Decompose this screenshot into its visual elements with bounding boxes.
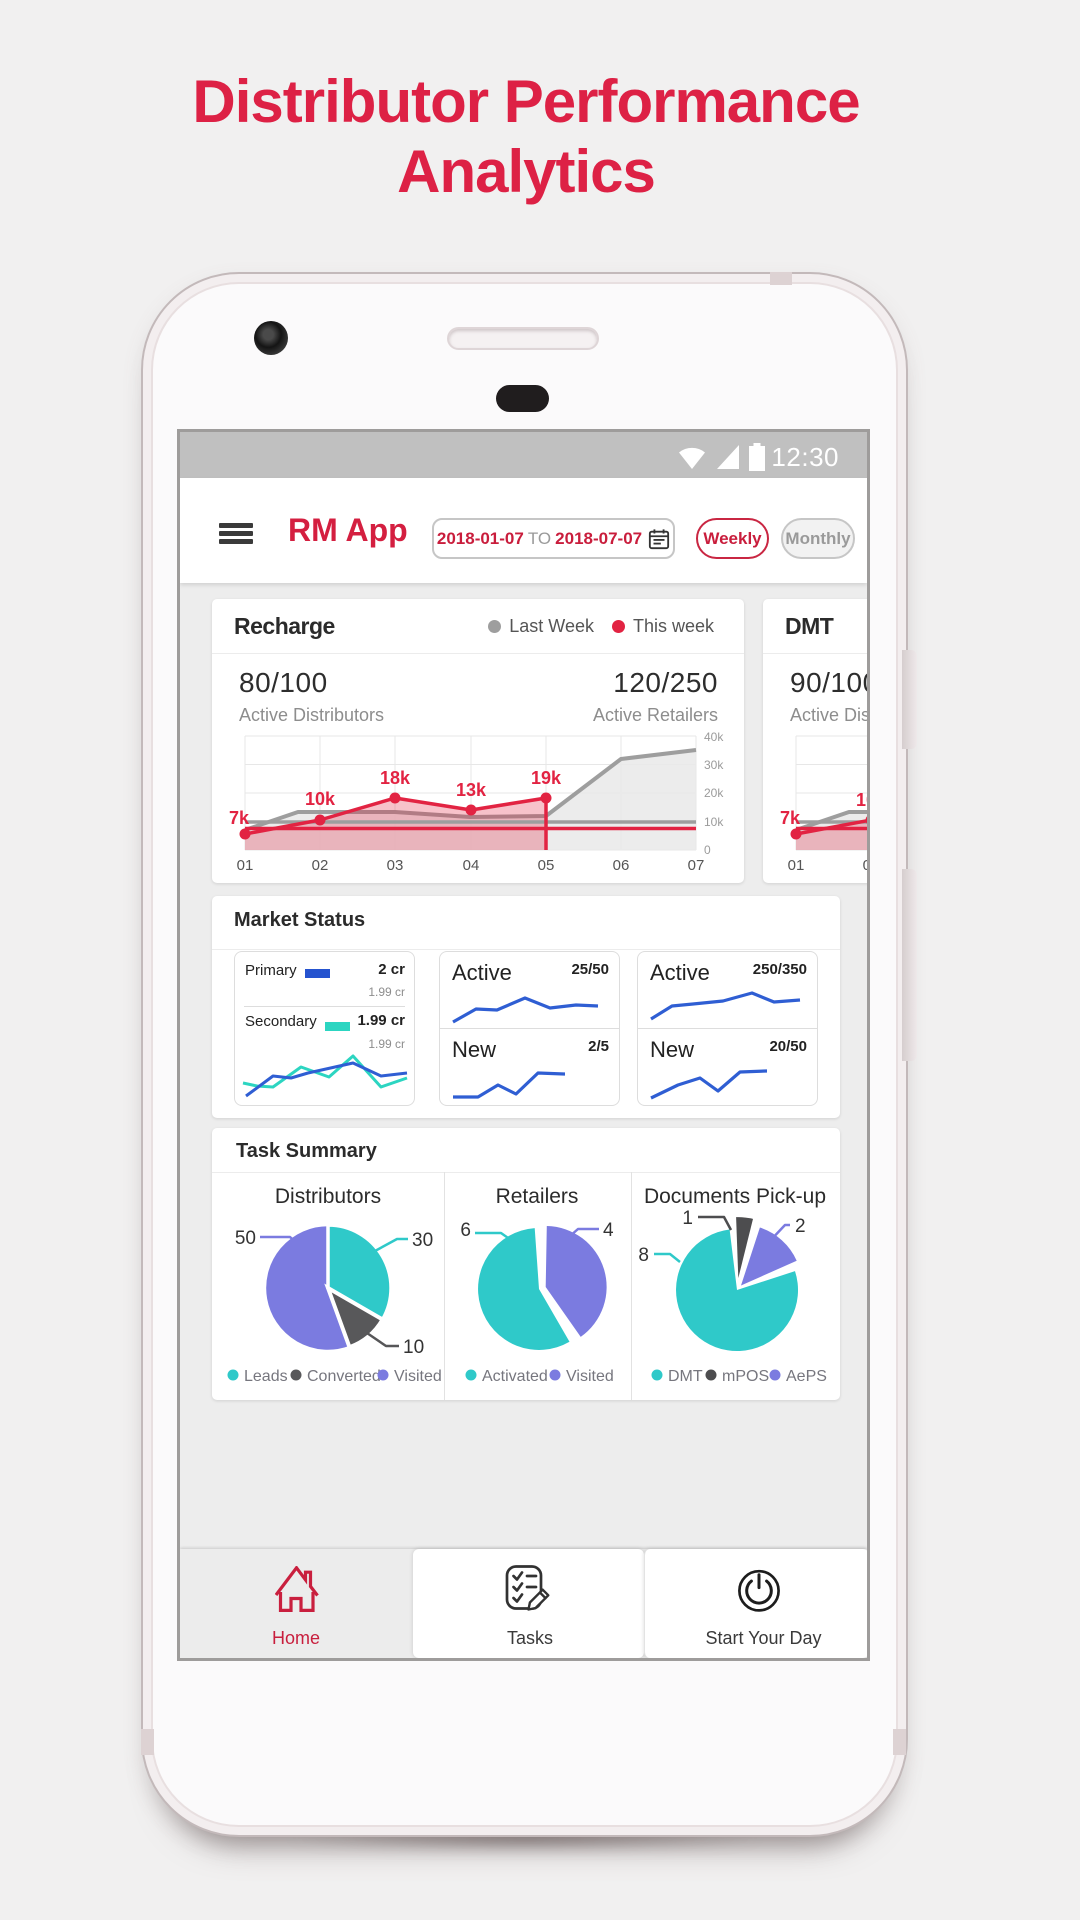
svg-text:02: 02 (863, 857, 870, 874)
svg-text:20k: 20k (704, 786, 724, 800)
svg-text:0: 0 (704, 843, 711, 857)
svg-text:03: 03 (387, 857, 404, 874)
svg-text:02: 02 (312, 857, 329, 874)
svg-text:6: 6 (460, 1220, 471, 1241)
svg-text:30k: 30k (704, 758, 724, 772)
svg-text:01: 01 (788, 857, 805, 874)
svg-text:Documents Pick-up: Documents Pick-up (644, 1185, 826, 1208)
svg-text:40k: 40k (704, 730, 724, 744)
svg-text:Converted: Converted (307, 1368, 381, 1385)
svg-text:10k: 10k (856, 790, 870, 810)
svg-text:DMT: DMT (668, 1368, 703, 1385)
svg-text:19k: 19k (531, 768, 562, 788)
svg-text:04: 04 (463, 857, 480, 874)
svg-text:2: 2 (795, 1216, 806, 1237)
svg-text:mPOS: mPOS (722, 1368, 769, 1385)
svg-text:4: 4 (603, 1220, 614, 1241)
svg-text:06: 06 (613, 857, 630, 874)
svg-text:Retailers: Retailers (496, 1185, 579, 1208)
svg-text:18k: 18k (380, 768, 411, 788)
svg-text:7k: 7k (780, 808, 801, 828)
svg-text:30: 30 (412, 1230, 433, 1251)
svg-text:Visited: Visited (394, 1368, 442, 1385)
svg-text:7k: 7k (229, 808, 250, 828)
svg-text:Visited: Visited (566, 1368, 614, 1385)
svg-text:8: 8 (638, 1245, 649, 1266)
svg-text:10: 10 (403, 1337, 424, 1358)
svg-text:13k: 13k (456, 780, 487, 800)
svg-text:Leads: Leads (244, 1368, 288, 1385)
svg-text:10k: 10k (305, 789, 336, 809)
svg-text:Distributors: Distributors (275, 1185, 381, 1208)
svg-text:1: 1 (682, 1208, 693, 1229)
svg-text:07: 07 (688, 857, 705, 874)
svg-text:01: 01 (237, 857, 254, 874)
svg-text:05: 05 (538, 857, 555, 874)
svg-text:AePS: AePS (786, 1368, 827, 1385)
svg-text:50: 50 (235, 1228, 256, 1249)
svg-text:10k: 10k (704, 815, 724, 829)
svg-text:Activated: Activated (482, 1368, 548, 1385)
